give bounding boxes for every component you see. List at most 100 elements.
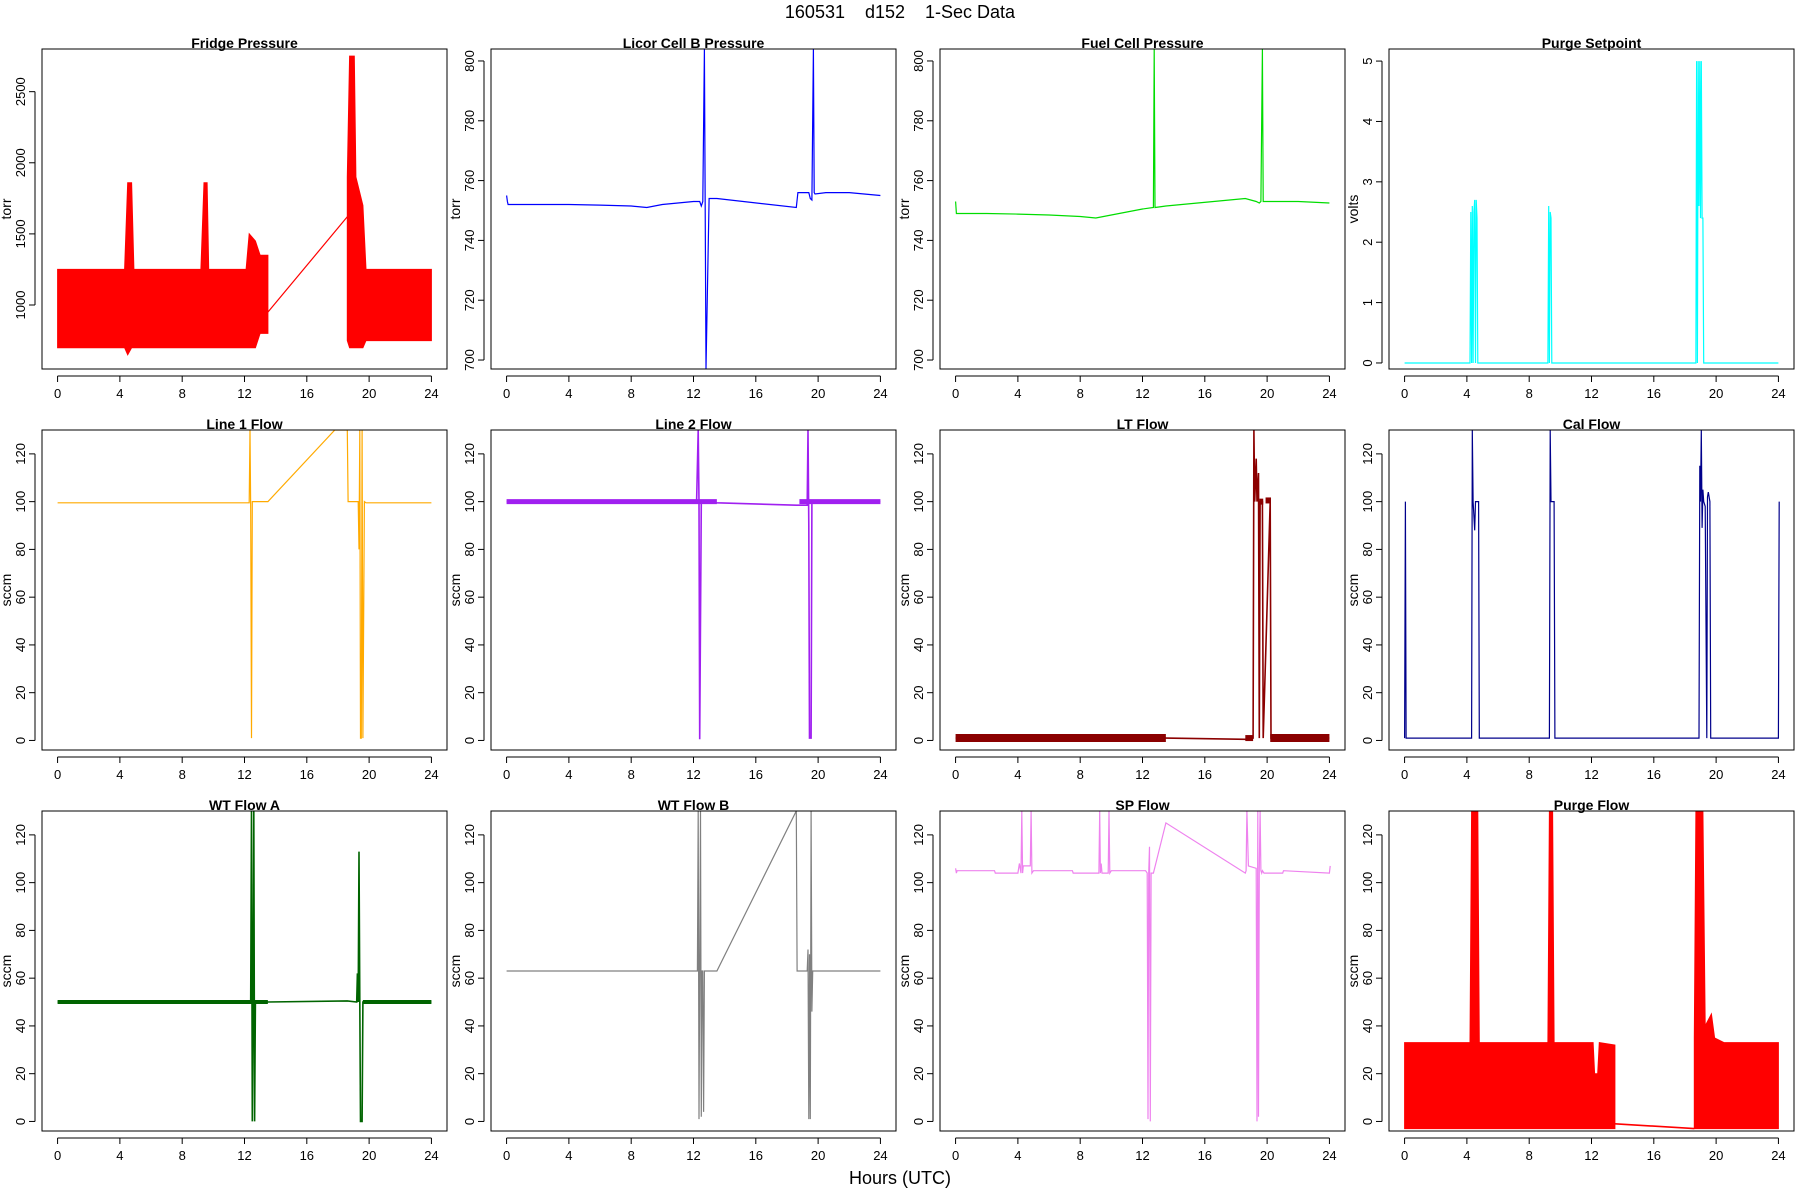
panel-title: Purge Flow: [1554, 797, 1630, 813]
x-tick-label: 0: [952, 1148, 959, 1163]
plot-frame: [490, 48, 897, 370]
x-tick-label: 4: [116, 1148, 123, 1163]
y-tick-label: 2: [1360, 239, 1375, 246]
panel-title: Fuel Cell Pressure: [1081, 35, 1203, 51]
y-tick-label: 60: [462, 971, 477, 985]
x-tick-label: 4: [565, 1148, 572, 1163]
y-axis-label: sccm: [1345, 574, 1361, 607]
y-axis-label: torr: [447, 198, 463, 219]
panel-title: Fridge Pressure: [191, 35, 298, 51]
y-tick-label: 20: [1360, 685, 1375, 699]
series-line: [267, 216, 348, 313]
y-tick-label: 20: [1360, 1066, 1375, 1080]
panel-title: SP Flow: [1115, 797, 1169, 813]
series-line: [955, 430, 1330, 743]
y-tick-label: 20: [13, 685, 28, 699]
x-tick-label: 4: [1463, 767, 1470, 782]
x-tick-label: 20: [1260, 386, 1274, 401]
y-tick-label: 120: [462, 824, 477, 846]
y-tick-label: 80: [462, 923, 477, 937]
series-line: [955, 49, 1330, 219]
x-tick-label: 0: [503, 1148, 510, 1163]
y-axis-label: sccm: [447, 574, 463, 607]
y-tick-label: 80: [462, 542, 477, 556]
x-tick-label: 4: [1014, 1148, 1021, 1163]
x-tick-label: 16: [1647, 386, 1661, 401]
x-tick-label: 20: [1260, 1148, 1274, 1163]
x-tick-label: 24: [1322, 386, 1336, 401]
y-tick-label: 20: [462, 685, 477, 699]
y-tick-label: 700: [462, 349, 477, 371]
series-line: [57, 811, 432, 1123]
x-tick-label: 0: [952, 386, 959, 401]
y-tick-label: 0: [13, 1118, 28, 1125]
series-line: [955, 430, 1330, 741]
series-line: [57, 811, 432, 1123]
y-tick-label: 0: [1360, 359, 1375, 366]
y-axis-label: sccm: [0, 955, 14, 988]
series-line: [57, 55, 432, 356]
series-line: [955, 49, 1330, 219]
plot-frame: [1388, 48, 1795, 370]
x-tick-label: 12: [237, 386, 251, 401]
x-tick-label: 16: [749, 1148, 763, 1163]
y-tick-label: 40: [911, 638, 926, 652]
x-tick-label: 20: [811, 386, 825, 401]
panel-title: Purge Setpoint: [1542, 35, 1642, 51]
x-tick-label: 16: [1198, 767, 1212, 782]
x-tick-label: 0: [1401, 767, 1408, 782]
x-tick-label: 16: [300, 1148, 314, 1163]
y-tick-label: 760: [462, 170, 477, 192]
x-tick-label: 20: [362, 767, 376, 782]
y-tick-label: 100: [1360, 872, 1375, 894]
y-tick-label: 0: [1360, 1118, 1375, 1125]
y-tick-label: 100: [13, 872, 28, 894]
panel-title: WT Flow A: [209, 797, 280, 813]
x-tick-label: 20: [1709, 386, 1723, 401]
y-tick-label: 120: [462, 443, 477, 465]
x-axis-label: Hours (UTC): [849, 1168, 951, 1188]
y-tick-label: 60: [1360, 590, 1375, 604]
series-line: [506, 49, 881, 369]
y-tick-label: 0: [462, 1118, 477, 1125]
y-tick-label: 100: [462, 491, 477, 513]
x-tick-label: 12: [1584, 767, 1598, 782]
plot-frame: [1388, 429, 1795, 751]
series-line: [506, 49, 881, 369]
series-line: [506, 430, 881, 740]
y-tick-label: 20: [911, 685, 926, 699]
x-tick-label: 12: [237, 767, 251, 782]
x-tick-label: 0: [54, 386, 61, 401]
panel-title: Line 2 Flow: [655, 416, 731, 432]
y-tick-label: 780: [911, 110, 926, 132]
x-tick-label: 16: [300, 767, 314, 782]
x-tick-label: 8: [179, 386, 186, 401]
y-tick-label: 40: [13, 638, 28, 652]
plot-frame: [939, 48, 1346, 370]
x-tick-label: 24: [1771, 386, 1785, 401]
y-tick-label: 1: [1360, 299, 1375, 306]
x-tick-label: 8: [1526, 1148, 1533, 1163]
panel-9: WT Flow B 0 4 8 12 16 20 24 0 20 40 60 80 100 120 sccm: [447, 797, 897, 1163]
series-line: [57, 430, 432, 739]
x-tick-label: 4: [116, 386, 123, 401]
y-tick-label: 0: [911, 1118, 926, 1125]
x-tick-label: 16: [1198, 386, 1212, 401]
x-tick-label: 20: [1709, 1148, 1723, 1163]
x-tick-label: 12: [686, 767, 700, 782]
x-tick-label: 24: [1771, 767, 1785, 782]
x-tick-label: 12: [686, 386, 700, 401]
y-tick-label: 20: [911, 1066, 926, 1080]
y-axis-label: sccm: [896, 574, 912, 607]
y-tick-label: 20: [13, 1066, 28, 1080]
y-tick-label: 1500: [13, 219, 28, 248]
y-tick-label: 100: [462, 872, 477, 894]
x-tick-label: 16: [749, 386, 763, 401]
x-tick-label: 20: [1709, 767, 1723, 782]
y-tick-label: 120: [13, 824, 28, 846]
y-tick-label: 60: [1360, 971, 1375, 985]
x-tick-label: 12: [1135, 767, 1149, 782]
plot-frame: [1388, 810, 1795, 1132]
plot-frame: [939, 429, 1346, 751]
x-tick-label: 24: [873, 1148, 887, 1163]
